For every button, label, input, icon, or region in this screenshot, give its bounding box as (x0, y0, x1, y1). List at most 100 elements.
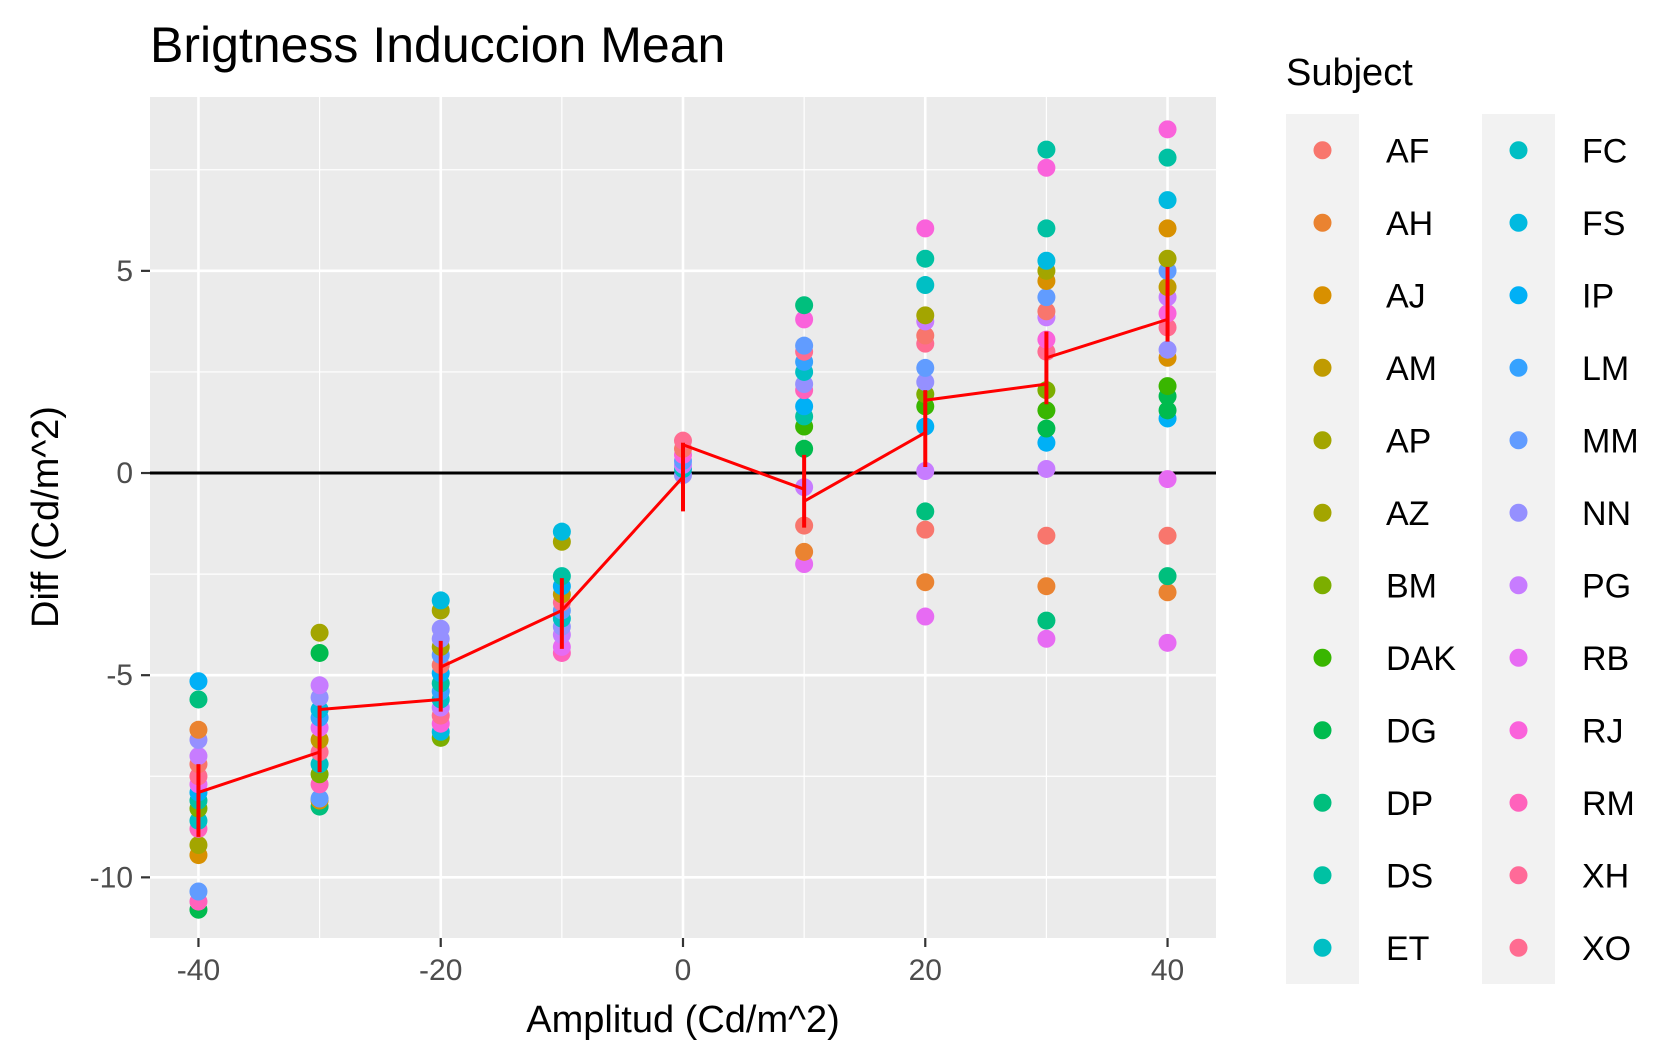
data-point (310, 623, 329, 642)
data-point (1158, 401, 1177, 420)
legend-label: MM (1582, 422, 1639, 460)
data-point (1158, 120, 1177, 139)
data-point (795, 336, 814, 355)
data-point (189, 690, 208, 709)
data-point (1158, 377, 1177, 396)
legend-label: AM (1386, 350, 1437, 388)
data-point (1037, 288, 1056, 307)
legend-label: DG (1386, 712, 1437, 750)
legend-label: BM (1386, 567, 1437, 605)
legend-label: RM (1582, 785, 1635, 823)
x-tick-label: 20 (909, 954, 942, 987)
x-tick-label: -20 (419, 954, 462, 987)
data-point (1158, 633, 1177, 652)
data-point (916, 502, 935, 521)
data-point (310, 643, 329, 662)
data-point (189, 672, 208, 691)
data-point (795, 296, 814, 315)
data-point (1037, 459, 1056, 478)
x-axis-title: Amplitud (Cd/m^2) (526, 999, 839, 1041)
legend-key (1313, 141, 1332, 160)
legend-key (1313, 358, 1332, 377)
legend-label: XO (1582, 930, 1631, 968)
legend-key (1509, 358, 1528, 377)
data-point (916, 358, 935, 377)
data-point (916, 219, 935, 238)
legend-key (1313, 866, 1332, 885)
legend-key (1509, 141, 1528, 160)
data-point (1037, 629, 1056, 648)
legend-key (1313, 576, 1332, 595)
data-point (795, 542, 814, 561)
data-point (916, 326, 935, 345)
data-point (1158, 526, 1177, 545)
data-point (1158, 470, 1177, 489)
legend-key (1509, 213, 1528, 232)
legend-key-background (1482, 114, 1555, 984)
y-axis-title: Diff (Cd/m^2) (25, 406, 67, 628)
data-point (1158, 567, 1177, 586)
data-point (916, 607, 935, 626)
data-point (1037, 611, 1056, 630)
legend-key (1313, 793, 1332, 812)
data-point (1037, 251, 1056, 270)
data-point (310, 789, 329, 808)
x-tick-label: 40 (1151, 954, 1184, 987)
legend-key (1313, 213, 1332, 232)
legend-label: IP (1582, 277, 1614, 315)
legend-key (1509, 866, 1528, 885)
legend-label: AP (1386, 422, 1431, 460)
legend-key (1509, 938, 1528, 957)
legend-key (1313, 431, 1332, 450)
legend-key (1313, 721, 1332, 740)
legend-label: RB (1582, 640, 1629, 678)
data-point (795, 439, 814, 458)
data-point (916, 306, 935, 325)
data-point (1037, 433, 1056, 452)
legend-label: PG (1582, 567, 1631, 605)
data-point (552, 567, 571, 586)
x-axis: -40 -20 0 20 40 (177, 938, 1184, 987)
data-point (189, 882, 208, 901)
data-point (1037, 219, 1056, 238)
legend-label: AZ (1386, 495, 1429, 533)
data-point (1037, 302, 1056, 321)
legend-label: DP (1386, 785, 1433, 823)
data-point (1037, 158, 1056, 177)
data-point (916, 249, 935, 268)
data-point (1037, 140, 1056, 159)
y-tick-label: 0 (116, 457, 133, 490)
legend-key (1509, 286, 1528, 305)
data-point (552, 522, 571, 541)
legend-title: Subject (1286, 52, 1413, 94)
data-point (916, 276, 935, 295)
data-point (1037, 401, 1056, 420)
legend: AF AH AJ AM AP AZ BM DAK DG DP DS ET FC FS IP LM MM NN PG R… (1286, 114, 1639, 984)
y-tick-label: -5 (106, 659, 133, 692)
data-point (916, 373, 935, 392)
data-point (1158, 583, 1177, 602)
legend-label: NN (1582, 495, 1631, 533)
legend-key (1509, 431, 1528, 450)
data-point (1037, 577, 1056, 596)
legend-key (1509, 648, 1528, 667)
data-point (1158, 340, 1177, 359)
legend-label: XH (1582, 857, 1629, 895)
legend-key (1509, 576, 1528, 595)
legend-label: RJ (1582, 712, 1624, 750)
legend-label: LM (1582, 350, 1629, 388)
legend-label: AF (1386, 132, 1429, 170)
data-point (189, 720, 208, 739)
chart-title: Brigtness Induccion Mean (150, 17, 725, 73)
data-point (1158, 191, 1177, 210)
data-point (1037, 526, 1056, 545)
data-point (916, 520, 935, 539)
data-point (1037, 419, 1056, 438)
legend-key (1313, 938, 1332, 957)
data-point (795, 397, 814, 416)
x-tick-label: 0 (675, 954, 692, 987)
legend-label: FC (1582, 132, 1627, 170)
data-point (431, 591, 450, 610)
x-tick-label: -40 (177, 954, 220, 987)
